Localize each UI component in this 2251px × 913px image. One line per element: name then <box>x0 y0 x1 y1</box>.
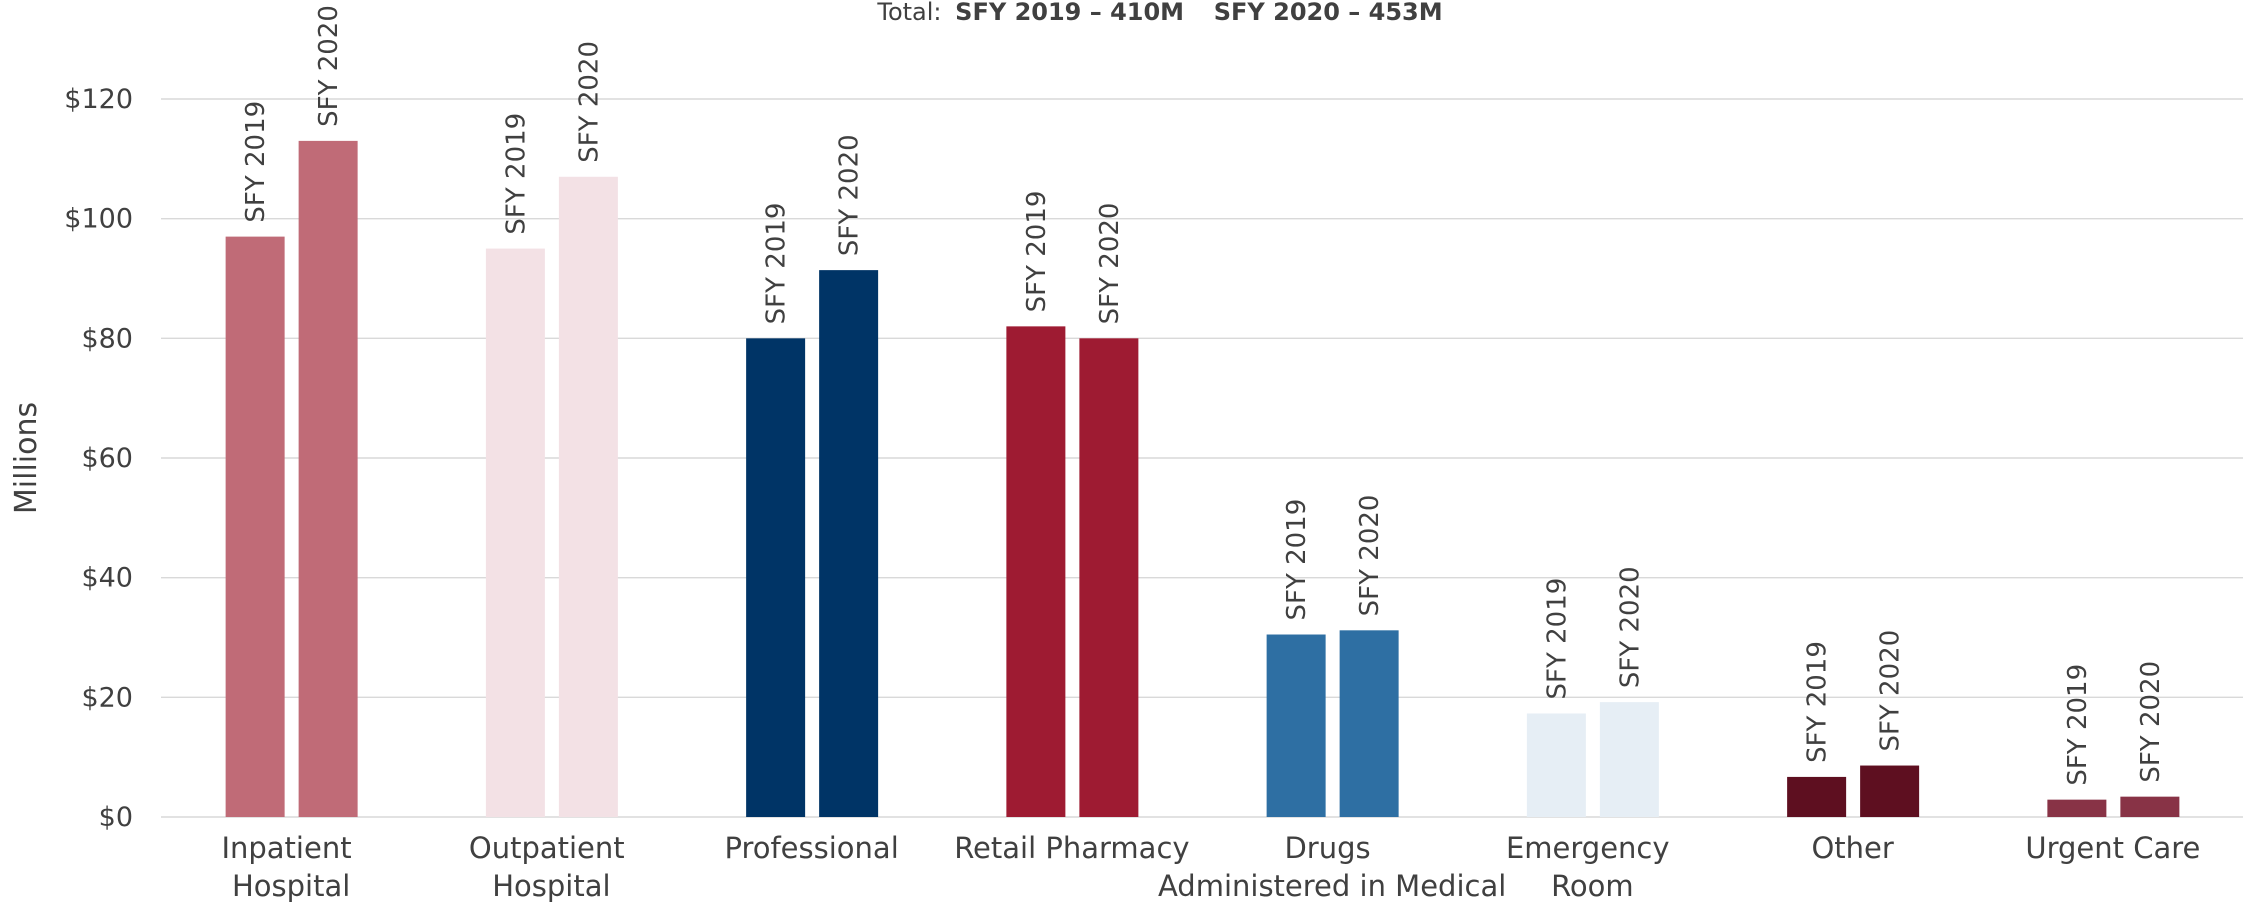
data-label: SFY 2019 <box>241 101 271 223</box>
bar <box>1339 630 1399 817</box>
x-tick-label: Other <box>1811 831 1893 865</box>
data-label: SFY 2020 <box>314 5 344 127</box>
data-label: SFY 2020 <box>1615 566 1645 688</box>
subtitle-prefix: Total: <box>876 0 941 26</box>
bar <box>1006 326 1066 817</box>
chart-subtitle: Total: SFY 2019 – 410M SFY 2020 – 453M <box>876 0 1442 26</box>
subtitle-total: SFY 2019 – 410M <box>955 0 1184 26</box>
bar <box>2047 799 2107 817</box>
bar <box>1526 713 1586 817</box>
data-label: SFY 2020 <box>835 134 865 256</box>
bar <box>225 236 285 817</box>
y-tick-label: $40 <box>81 563 133 594</box>
data-label: SFY 2020 <box>1876 630 1906 752</box>
bar <box>1266 634 1326 817</box>
data-label: SFY 2020 <box>1095 203 1125 325</box>
y-axis-label: Millions <box>9 402 44 514</box>
subtitle-total: SFY 2020 – 453M <box>1214 0 1443 26</box>
x-tick-label: Professional <box>724 831 898 865</box>
y-tick-label: $0 <box>99 802 133 833</box>
data-label: SFY 2020 <box>1355 495 1385 617</box>
x-tick-label: Emergency Room <box>1506 831 1679 903</box>
data-label: SFY 2019 <box>762 203 792 325</box>
y-tick-label: $20 <box>81 682 133 713</box>
y-tick-label: $60 <box>81 443 133 474</box>
bar <box>1787 776 1847 817</box>
data-label: SFY 2019 <box>1282 499 1312 621</box>
x-tick-label: Urgent Care <box>2025 831 2200 865</box>
y-tick-label: $120 <box>64 84 133 115</box>
bar <box>558 176 618 818</box>
data-label: SFY 2019 <box>1542 578 1572 700</box>
data-label: SFY 2019 <box>1803 641 1833 763</box>
x-tick-label: Retail Pharmacy <box>954 831 1189 865</box>
y-tick-label: $80 <box>81 323 133 354</box>
bar <box>746 338 806 817</box>
data-label: SFY 2020 <box>574 41 604 163</box>
bar <box>2120 796 2180 817</box>
x-tick-label: Drugs Administered in Medical <box>1158 831 1506 903</box>
bar <box>1860 765 1920 817</box>
y-tick-label: $100 <box>64 204 133 235</box>
x-tick-label: Outpatient Hospital <box>469 831 634 903</box>
bar <box>1599 702 1659 817</box>
bar <box>819 270 879 818</box>
bar <box>298 140 358 818</box>
data-label: SFY 2019 <box>501 113 531 235</box>
data-label: SFY 2019 <box>1022 191 1052 313</box>
x-tick-label: Inpatient Hospital <box>221 831 360 903</box>
bar <box>485 248 545 818</box>
bar <box>1079 338 1139 817</box>
data-label: SFY 2019 <box>2063 664 2093 786</box>
data-label: SFY 2020 <box>2136 661 2166 783</box>
